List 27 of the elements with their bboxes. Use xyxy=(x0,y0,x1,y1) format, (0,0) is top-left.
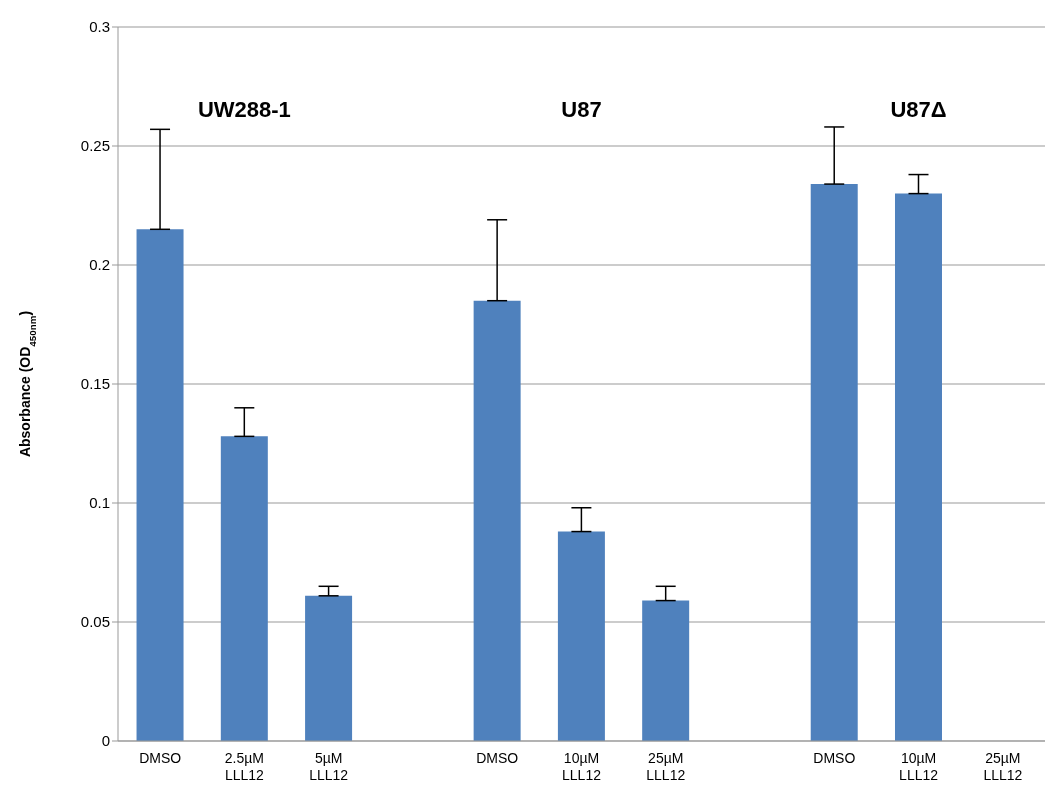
x-tick-label: DMSO xyxy=(813,750,856,766)
annotation: U87Δ xyxy=(889,97,948,123)
y-tick-label: 0.3 xyxy=(89,18,110,36)
bar xyxy=(810,184,858,741)
y-tick-label: 0 xyxy=(101,732,110,750)
x-tick-label: DMSO xyxy=(139,750,182,766)
annotation: UW288-1 xyxy=(196,97,292,123)
x-tick-label: 25µM LLL12 xyxy=(983,750,1023,783)
bar xyxy=(136,229,184,741)
annotation: U87 xyxy=(560,97,603,123)
y-tick-label: 0.2 xyxy=(89,256,110,274)
y-tick-label: 0.05 xyxy=(80,613,110,631)
bar xyxy=(473,300,521,741)
y-tick-label: 0.1 xyxy=(89,494,110,512)
bar xyxy=(305,595,353,741)
x-tick-label: 10µM LLL12 xyxy=(562,750,602,783)
y-tick-label: 0.15 xyxy=(80,375,110,393)
x-tick-label: 10µM LLL12 xyxy=(899,750,939,783)
x-tick-label: 2.5µM LLL12 xyxy=(224,750,265,783)
bar xyxy=(894,193,942,741)
bar xyxy=(220,436,268,741)
x-tick-label: DMSO xyxy=(476,750,519,766)
x-tick-label: 25µM LLL12 xyxy=(646,750,686,783)
bar xyxy=(557,531,605,741)
bar xyxy=(642,600,690,741)
y-tick-label: 0.25 xyxy=(80,137,110,155)
x-tick-label: 5µM LLL12 xyxy=(309,750,349,783)
